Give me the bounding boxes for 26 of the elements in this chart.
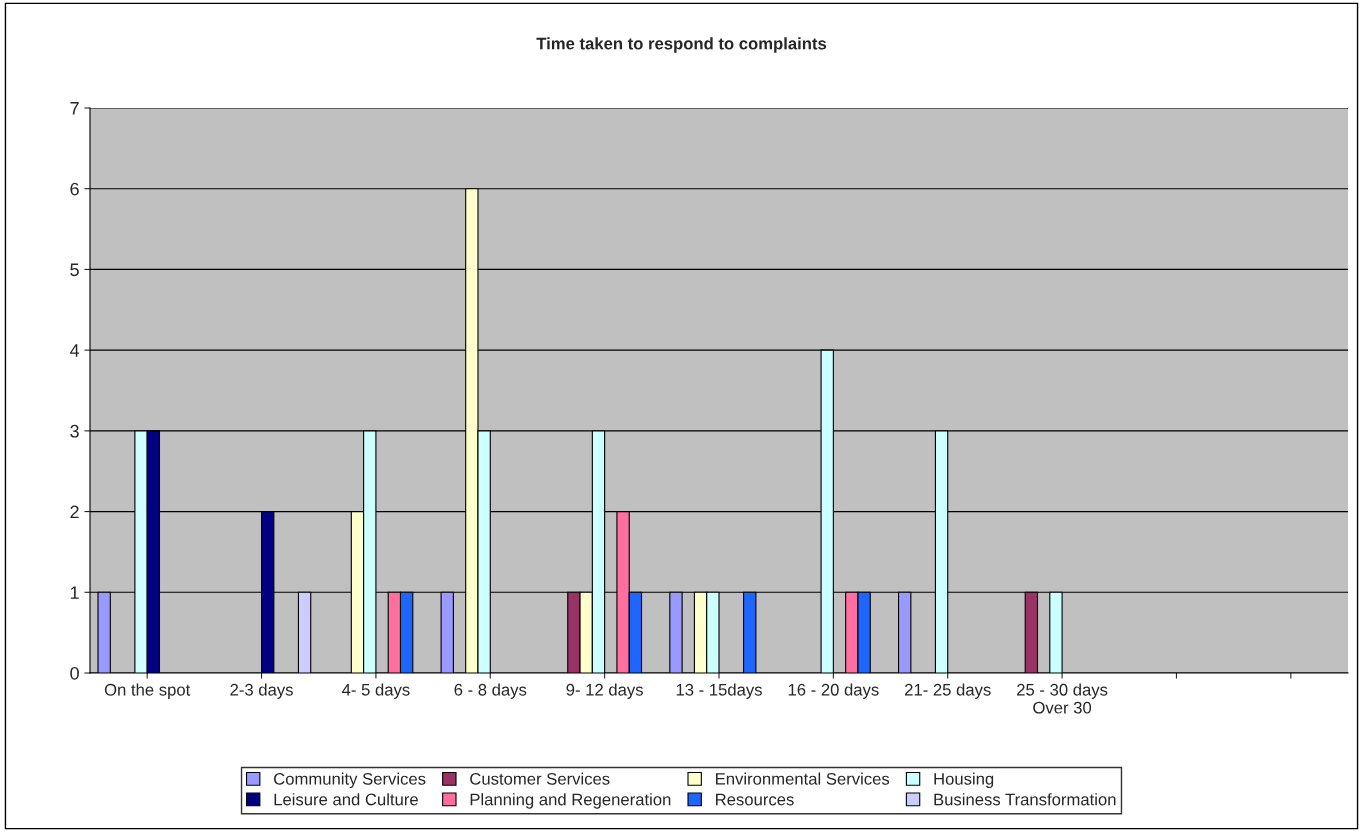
x-tick-label: 2-3 days xyxy=(230,683,293,699)
x-tick-label: 21- 25 days xyxy=(905,683,991,699)
y-tick-label: 3 xyxy=(70,424,79,438)
y-tick-label: 6 xyxy=(70,182,79,196)
legend-label: Community Services xyxy=(274,772,426,789)
x-tick-label: 9- 12 days xyxy=(566,683,643,699)
legend-label: Customer Services xyxy=(470,772,610,785)
x-tick-label: 16 - 20 days xyxy=(788,683,879,699)
legend-label: Environmental Services xyxy=(716,772,890,785)
chart-title: Time taken to respond to complaints xyxy=(536,37,827,53)
legend-label: Housing xyxy=(934,772,994,789)
y-tick-label: 4 xyxy=(69,344,80,357)
x-tick-label: On the spot xyxy=(104,683,191,699)
y-tick-label: 2 xyxy=(70,505,79,519)
legend-label: Planning and Regeneration xyxy=(470,793,671,809)
y-tick-label: 7 xyxy=(70,102,79,115)
y-tick-label: 5 xyxy=(70,263,79,277)
legend-label: Resources xyxy=(716,793,794,806)
legend-label: Business Transformation xyxy=(934,793,1116,806)
x-tick-label: 6 - 8 days xyxy=(454,683,527,699)
y-tick-label: 1 xyxy=(70,586,79,599)
x-tick-label: 25 - 30 days Over 30 xyxy=(1017,683,1108,714)
y-tick-label: 0 xyxy=(70,666,79,680)
x-tick-label: 13 - 15days xyxy=(676,683,762,699)
x-tick-label: 4- 5 days xyxy=(342,683,410,699)
legend-label: Leisure and Culture xyxy=(274,793,418,806)
